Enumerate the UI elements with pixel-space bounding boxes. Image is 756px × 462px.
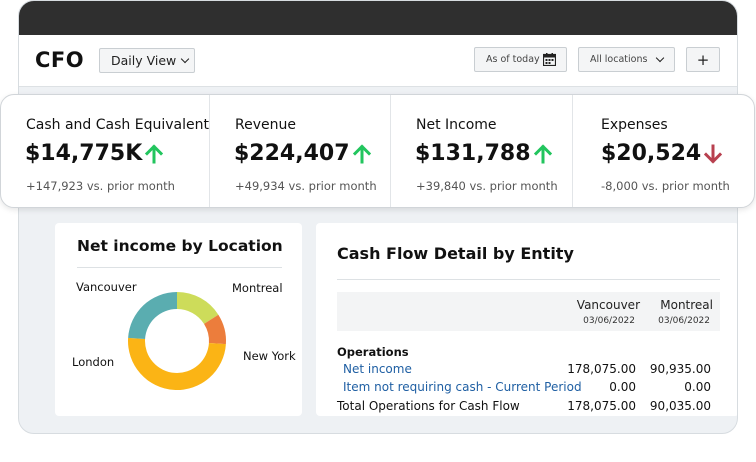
row-label: Total Operations for Cash Flow xyxy=(337,399,520,413)
kpi-change: +147,923 vs. prior month xyxy=(26,179,175,193)
table-row: Net income 178,075.00 90,935.00 xyxy=(316,362,737,378)
kpi-value: $14,775K xyxy=(25,141,164,166)
app-window: CFO Daily View As of today All locations xyxy=(18,0,738,434)
donut-chart xyxy=(127,292,226,390)
cash-flow-title: Cash Flow Detail by Entity xyxy=(337,244,574,263)
row-label-link[interactable]: Net income xyxy=(343,362,412,376)
section-heading-operations: Operations xyxy=(337,345,409,359)
view-select[interactable]: Daily View xyxy=(99,48,195,73)
donut-slice-montreal[interactable] xyxy=(177,292,219,324)
kpi-cash[interactable]: Cash and Cash Equivalent $14,775K +147,9… xyxy=(1,95,209,207)
app-header: CFO Daily View As of today All locations xyxy=(19,35,737,87)
table-row: Total Operations for Cash Flow 178,075.0… xyxy=(316,399,737,415)
column-date-montreal: 03/06/2022 xyxy=(658,316,710,326)
trend-up-arrow-icon xyxy=(145,143,164,163)
donut-slice-vancouver[interactable] xyxy=(128,292,177,339)
column-header-montreal: Montreal xyxy=(660,298,713,312)
kpi-value: $224,407 xyxy=(234,141,371,166)
table-row: Item not requiring cash - Current Period… xyxy=(316,380,737,396)
divider xyxy=(77,267,282,268)
table-header: Vancouver 03/06/2022 Montreal 03/06/2022 xyxy=(337,292,720,331)
kpi-revenue[interactable]: Revenue $224,407 +49,934 vs. prior month xyxy=(209,95,390,207)
kpi-value: $20,524 xyxy=(601,141,723,166)
kpi-label: Net Income xyxy=(416,117,497,133)
kpi-label: Cash and Cash Equivalent xyxy=(26,117,209,133)
chevron-down-icon xyxy=(181,54,190,63)
row-value: 90,035.00 xyxy=(649,399,711,413)
donut-label-london: London xyxy=(72,355,115,369)
column-date-vancouver: 03/06/2022 xyxy=(583,316,635,326)
kpi-value-text: $131,788 xyxy=(415,141,531,166)
donut-slice-london[interactable] xyxy=(127,337,226,390)
kpi-value-text: $224,407 xyxy=(234,141,350,166)
row-value: 0.00 xyxy=(684,380,711,394)
locations-select[interactable]: All locations xyxy=(578,47,675,72)
trend-down-arrow-icon xyxy=(704,144,723,164)
pie-card-title: Net income by Location xyxy=(77,237,283,255)
divider xyxy=(337,279,720,280)
donut-label-vancouver: Vancouver xyxy=(76,280,137,294)
chevron-down-icon xyxy=(656,53,665,62)
column-header-vancouver: Vancouver xyxy=(576,298,640,312)
row-value: 178,075.00 xyxy=(567,399,636,413)
view-select-value: Daily View xyxy=(111,53,177,68)
donut-slice-new-york[interactable] xyxy=(204,314,226,345)
trend-up-arrow-icon xyxy=(352,143,371,163)
row-label-link[interactable]: Item not requiring cash - Current Period xyxy=(343,380,582,394)
row-value: 0.00 xyxy=(609,380,636,394)
calendar-icon xyxy=(543,53,556,66)
donut-label-montreal: Montreal xyxy=(232,281,283,295)
window-title-bar xyxy=(19,1,737,35)
row-value: 90,935.00 xyxy=(649,362,711,376)
kpi-change: +49,934 vs. prior month xyxy=(235,179,377,193)
kpi-change: -8,000 vs. prior month xyxy=(601,179,730,193)
trend-up-arrow-icon xyxy=(533,143,552,163)
page-title: CFO xyxy=(35,48,85,72)
kpi-expenses[interactable]: Expenses $20,524 -8,000 vs. prior month xyxy=(572,95,754,207)
kpi-change: +39,840 vs. prior month xyxy=(416,179,558,193)
donut-label-new-york: New York xyxy=(243,349,296,363)
locations-select-value: All locations xyxy=(590,54,648,65)
kpi-label: Revenue xyxy=(235,117,296,133)
kpi-value: $131,788 xyxy=(415,141,552,166)
cash-flow-detail-card: Cash Flow Detail by Entity Vancouver 03/… xyxy=(316,223,737,416)
row-value: 178,075.00 xyxy=(567,362,636,376)
kpi-label: Expenses xyxy=(601,117,668,133)
kpi-value-text: $14,775K xyxy=(25,141,143,166)
as-of-label: As of today xyxy=(486,54,540,65)
add-button[interactable]: + xyxy=(686,47,720,72)
kpi-value-text: $20,524 xyxy=(601,141,702,166)
kpi-net-income[interactable]: Net Income $131,788 +39,840 vs. prior mo… xyxy=(390,95,572,207)
kpi-summary-bar: Cash and Cash Equivalent $14,775K +147,9… xyxy=(0,94,755,208)
as-of-date-button[interactable]: As of today xyxy=(474,47,567,72)
net-income-by-location-card: Net income by Location Vancouver Montrea… xyxy=(55,223,302,416)
